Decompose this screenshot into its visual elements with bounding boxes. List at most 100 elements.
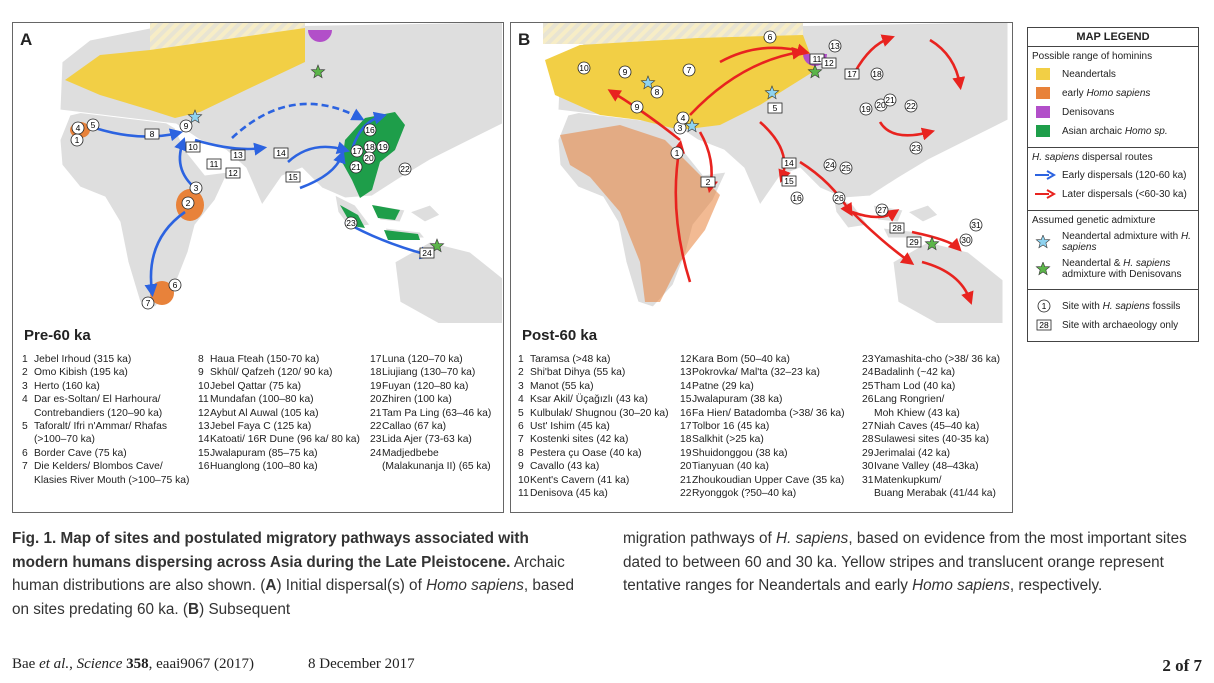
- site-marker: [859, 102, 873, 116]
- site-name: Jerimalai (42 ka): [874, 447, 951, 459]
- admixture-star: [764, 85, 780, 100]
- site-number: 17: [370, 354, 382, 365]
- site-list: 23Yamashita-cho (>38/ 36 ka) 24Badalinh (…: [862, 353, 1000, 500]
- site-name: Aybut Al Auwal (105 ka): [210, 407, 319, 419]
- dispersal-route: [911, 230, 962, 252]
- site-label: 29: [909, 237, 919, 247]
- site-number: 25: [862, 380, 874, 392]
- swatch: [1036, 68, 1050, 80]
- text-run: ) Subsequent: [199, 600, 291, 618]
- site-label: 26: [834, 193, 844, 203]
- denisovan-range: [308, 30, 332, 42]
- site-marker: [767, 102, 783, 114]
- site-number: 24: [370, 447, 382, 459]
- dispersal-route: [231, 102, 365, 139]
- site-label: 25: [841, 163, 851, 173]
- site-number: 14: [198, 434, 210, 446]
- legend-section: H. sapiens dispersal routes Early dispers…: [1028, 148, 1198, 211]
- site-name: Pokrovka/ Mal'ta (32–23 ka): [692, 367, 820, 379]
- swatch: [1046, 189, 1056, 199]
- dispersal-route: [94, 126, 184, 142]
- early-range: [560, 125, 720, 302]
- site-marker: [781, 157, 797, 169]
- site-label: 13: [830, 41, 840, 51]
- site-marker: [875, 203, 889, 217]
- site-label: 11: [813, 54, 822, 64]
- site-name: Jebel Irhoud (315 ka): [34, 354, 132, 365]
- site-number: 2: [518, 367, 524, 379]
- admixture-star: [429, 238, 445, 253]
- site-label: 15: [784, 176, 794, 186]
- site-label: 12: [228, 168, 238, 178]
- site-marker: [700, 176, 716, 188]
- text-run: H. sapiens: [1123, 258, 1171, 269]
- text-run: Later dispersals (<60-30 ka): [1062, 188, 1187, 200]
- text-run: fossils: [1149, 300, 1181, 312]
- text-run: H. sapiens: [776, 530, 849, 547]
- legend-section: Assumed genetic admixture Neandertal admi…: [1028, 211, 1198, 290]
- site-entry: 4 Ksar Akil/ Üçağızlı (43 ka): [518, 393, 669, 406]
- site-list: 8 Haua Fteah (150-70 ka) 9 Skhūl/ Qafzeh (1…: [198, 353, 360, 474]
- site-label: 28: [892, 223, 902, 233]
- legend-item: Denisovans: [1034, 105, 1194, 119]
- site-marker: [790, 191, 804, 205]
- legend-item: 1 Site with H. sapiens fossils: [1034, 299, 1194, 313]
- site-marker: [273, 147, 289, 159]
- text-run: ) Initial dispersal(s) of: [276, 577, 427, 594]
- site-entry: 8 Haua Fteah (150-70 ka): [198, 353, 360, 366]
- panel-letter: A: [20, 30, 33, 49]
- site-entry: 24Badalinh (~42 ka): [862, 366, 1000, 379]
- site-entry: 19Shuidonggou (38 ka): [680, 447, 845, 460]
- site-entry: 6 Ust' Ishim (45 ka): [518, 420, 669, 433]
- dispersal-route: [929, 38, 966, 91]
- dispersal-route: [851, 209, 900, 222]
- text-run: Site with archaeology only: [1062, 319, 1179, 331]
- admixture-star: [187, 109, 203, 124]
- site-marker: [883, 93, 897, 107]
- site-marker: [362, 151, 376, 165]
- site-label: 18: [872, 69, 882, 79]
- site-marker: [969, 218, 983, 232]
- site-entry: 13Jebel Faya C (125 ka): [198, 420, 360, 433]
- site-marker: [230, 149, 246, 161]
- site-name: Lida Ajer (73-63 ka): [382, 434, 472, 446]
- site-number: 20: [370, 394, 382, 406]
- site-marker: [839, 161, 853, 175]
- site-number: 22: [370, 421, 382, 433]
- swatch: [1035, 235, 1051, 249]
- site-entry: 1 Taramsa (>48 ka): [518, 353, 669, 366]
- legend-item: 28 Site with archaeology only: [1034, 318, 1194, 332]
- site-list: 17Luna (120–70 ka) 18Liujiang (130–70 ka)…: [370, 353, 491, 474]
- legend-item: Neandertals: [1034, 67, 1194, 81]
- site-label: 3: [678, 123, 683, 133]
- caption-left: Fig. 1. Map of sites and postulated migr…: [12, 527, 587, 621]
- site-name: Patne (29 ka): [692, 380, 754, 392]
- site-name: Katoati/ 16R Dune (96 ka/ 80 ka): [210, 434, 360, 446]
- site-name: Shi'bat Dihya (55 ka): [530, 367, 626, 379]
- site-name: Kent's Cavern (41 ka): [530, 474, 630, 486]
- legend-symbol: [1036, 106, 1050, 118]
- site-number: 21: [370, 407, 382, 419]
- site-entry: 12Kara Bom (50–40 ka): [680, 353, 845, 366]
- site-marker: [350, 144, 364, 158]
- text-run: H. sapiens: [1102, 300, 1150, 312]
- site-marker: [376, 140, 390, 154]
- swatch: [1035, 262, 1051, 276]
- swatch: [1036, 125, 1050, 137]
- legend-section: 1 Site with H. sapiens fossils 28 Site with…: [1028, 290, 1198, 341]
- site-name: Kostenki sites (42 ka): [530, 434, 629, 446]
- dispersal-route: [851, 211, 915, 266]
- site-marker: [676, 111, 690, 125]
- site-label: 13: [233, 150, 243, 160]
- site-label: 12: [824, 58, 834, 68]
- legend-label: Denisovans: [1062, 107, 1114, 118]
- site-marker: [344, 216, 358, 230]
- dispersal-route: [759, 121, 791, 183]
- site-number: 7: [518, 434, 524, 446]
- text-run: Possible range of hominins: [1032, 51, 1153, 62]
- admixture-star: [640, 75, 656, 90]
- site-name: Luna (120–70 ka): [382, 354, 463, 365]
- site-marker: [763, 30, 777, 44]
- text-run: early: [1062, 87, 1087, 99]
- site-number: 11: [518, 488, 529, 500]
